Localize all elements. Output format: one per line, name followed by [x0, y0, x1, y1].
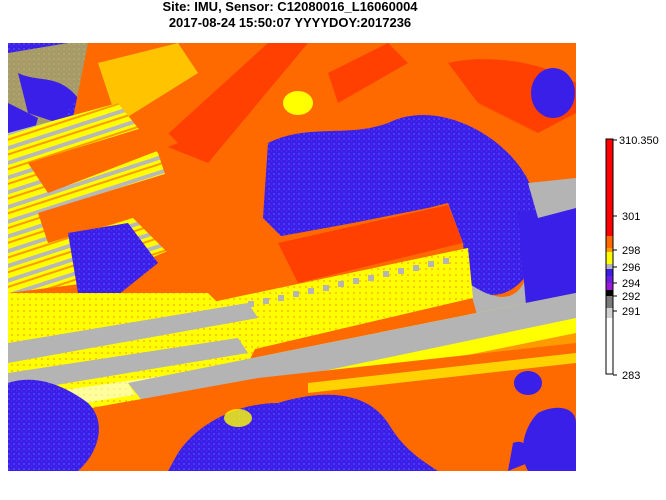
- legend-band-light-gray: [606, 308, 613, 318]
- legend-tick-label: 298: [622, 245, 640, 257]
- legend-tick-label: 294: [622, 278, 640, 290]
- legend-band-white: [606, 318, 613, 374]
- legend-band-orange: [606, 236, 613, 248]
- legend-band-black: [606, 290, 613, 296]
- thermal-image: [8, 43, 576, 471]
- legend-tick-label: 291: [622, 306, 640, 318]
- legend-band-gray: [606, 264, 613, 269]
- legend-band-red: [606, 139, 613, 236]
- legend-band-orange-light: [606, 248, 613, 252]
- legend-tick-label: 283: [622, 370, 640, 382]
- legend-tick-label: 292: [622, 291, 640, 303]
- legend-band-indigo: [606, 276, 613, 283]
- plot-title-line1: Site: IMU, Sensor: C12080016_L16060004: [162, 0, 418, 14]
- legend-tick-label: 301: [622, 211, 640, 223]
- color-scale-legend: 310.350 301 298 296 294 292 291 283: [600, 130, 666, 390]
- legend-tick-label: 310.350: [619, 135, 659, 147]
- legend-band-dark-gray: [606, 296, 613, 308]
- plot-title-line2: 2017-08-24 15:50:07 YYYYDOY:2017236: [168, 15, 412, 30]
- legend-tick-label: 296: [622, 262, 640, 274]
- legend-band-purple: [606, 283, 613, 290]
- legend-band-yellow: [606, 252, 613, 264]
- legend-band-blue: [606, 269, 613, 276]
